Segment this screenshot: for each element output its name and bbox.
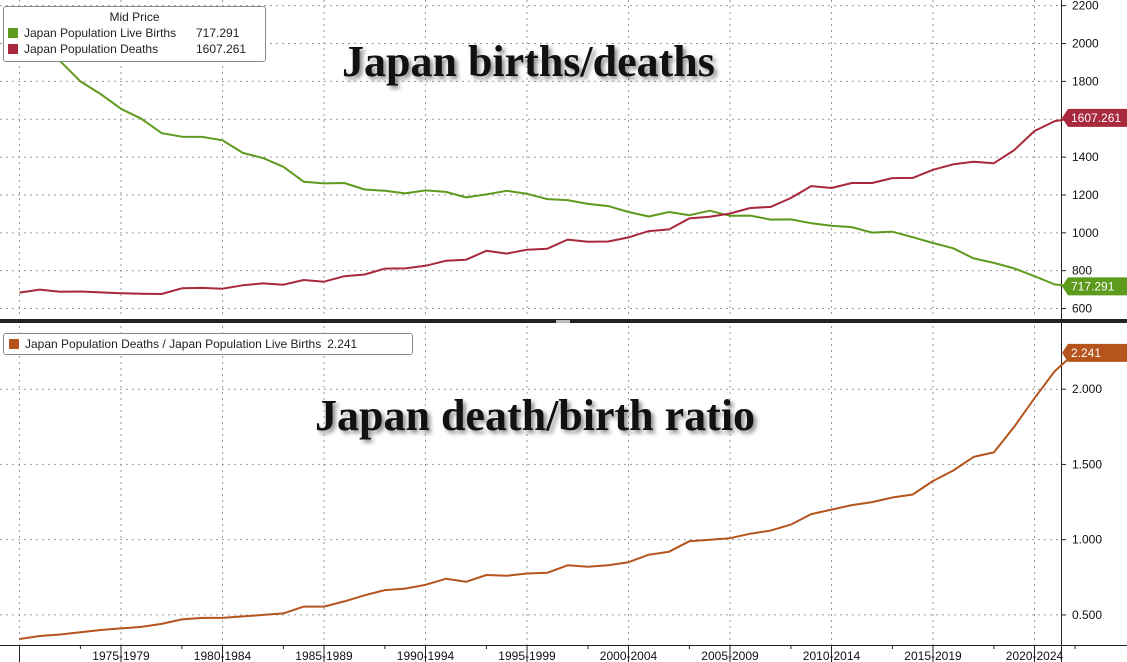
ratio-tag-label: 2.241 [1071, 346, 1101, 360]
top-y-tick-label: 1200 [1072, 188, 1099, 202]
legend-header: Mid Price [109, 10, 160, 24]
deaths-swatch [8, 44, 18, 54]
births-line [18, 35, 1076, 288]
bottom-panel-grid [0, 326, 1061, 645]
legend-item-births: Japan Population Live Births 717.291 [8, 25, 261, 41]
top-y-tick-label: 1800 [1072, 74, 1099, 88]
deaths-tag-label: 1607.261 [1071, 111, 1121, 125]
bottom-y-tick-label: 1.500 [1072, 457, 1102, 471]
x-tick-label: 1975-1979 [92, 649, 150, 662]
chart-tick-labels: 1975-1979 1980-1984 1985-1989 1990-1994 1995… [92, 0, 1127, 662]
births-tag-label: 717.291 [1071, 279, 1115, 293]
x-tick-label: 2005-2009 [701, 649, 759, 662]
x-tick-label: 2020-2024 [1006, 649, 1064, 662]
bottom-y-tick-label: 1.000 [1072, 533, 1102, 547]
top-y-tick-label: 2000 [1072, 37, 1099, 51]
x-tick-label: 1985-1989 [295, 649, 353, 662]
births-swatch [8, 28, 18, 38]
top-legend: Mid Price Japan Population Live Births 7… [3, 6, 266, 62]
x-tick-label: 2010-2014 [803, 649, 861, 662]
deaths-line [19, 116, 1076, 295]
top-y-tick-label: 1400 [1072, 150, 1099, 164]
legend-deaths-value: 1607.261 [196, 42, 247, 56]
legend-item-deaths: Japan Population Deaths 1607.261 [8, 41, 261, 57]
bottom-y-tick-label: 0.500 [1072, 608, 1102, 622]
top-y-tick-label: 1000 [1072, 226, 1099, 240]
chart-lines [18, 35, 1076, 640]
x-tick-label: 1980-1984 [194, 649, 252, 662]
x-tick-label: 2015-2019 [904, 649, 962, 662]
births-tag [1062, 277, 1127, 296]
top-y-tick-label: 800 [1072, 264, 1092, 278]
x-tick-label: 2000-2004 [600, 649, 658, 662]
bottom-y-tick-label: 2.000 [1072, 382, 1102, 396]
top-y-tick-label: 600 [1072, 302, 1092, 316]
x-tick-label: 1990-1994 [397, 649, 455, 662]
bottom-legend: Japan Population Deaths / Japan Populati… [3, 333, 413, 355]
legend-ratio-value: 2.241 [327, 337, 358, 351]
deaths-tag [1062, 108, 1127, 127]
bottom-chart-title: Japan death/birth ratio [315, 391, 756, 440]
ratio-tag [1062, 343, 1127, 362]
x-tick-label: 1995-1999 [498, 649, 556, 662]
ratio-line [19, 352, 1076, 640]
ratio-swatch [9, 339, 19, 349]
top-chart-title: Japan births/deaths [342, 37, 715, 86]
legend-births-value: 717.291 [196, 26, 240, 40]
legend-ratio-name: Japan Population Deaths / Japan Populati… [25, 337, 322, 351]
panel-resize-handle [556, 320, 570, 323]
legend-births-name: Japan Population Live Births [24, 26, 177, 40]
top-panel-grid [0, 0, 1061, 318]
legend-deaths-name: Japan Population Deaths [24, 42, 159, 56]
top-y-tick-label: 2200 [1072, 0, 1099, 13]
